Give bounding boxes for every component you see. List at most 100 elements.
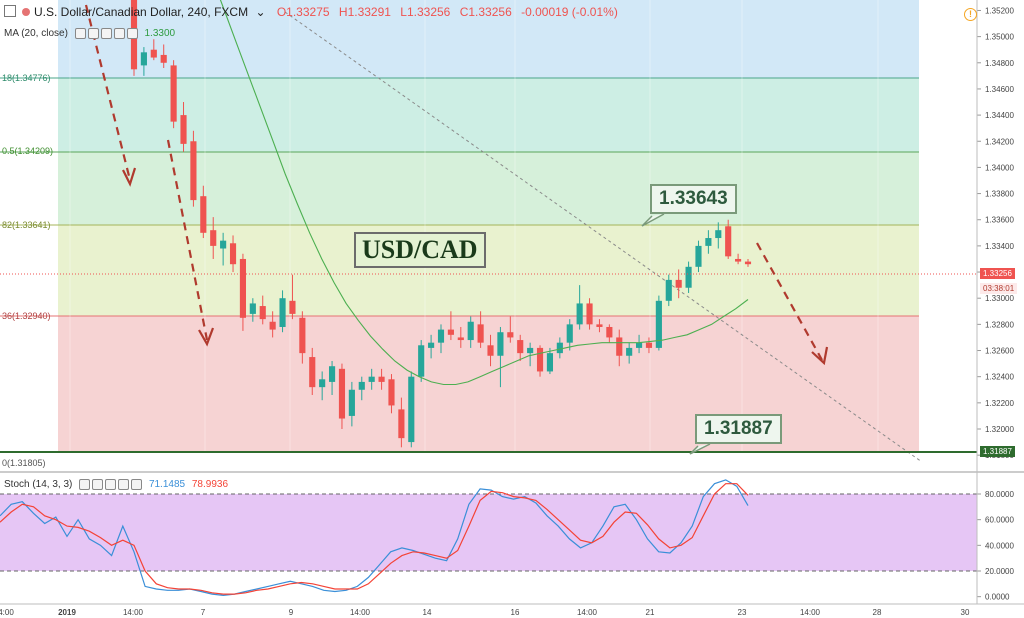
candle-body <box>626 347 633 356</box>
price-tick-label: 1.34200 <box>985 137 1014 146</box>
candle-body <box>279 298 286 327</box>
candle-body <box>665 279 672 301</box>
candle <box>606 324 613 343</box>
candle-body <box>368 376 375 382</box>
symbol-title[interactable]: U.S. Dollar/Canadian Dollar, 240, FXCM <box>34 5 249 19</box>
price-tick-label: 1.34800 <box>985 59 1014 68</box>
candle-body <box>140 52 147 66</box>
candle <box>428 334 435 359</box>
candle <box>328 360 336 395</box>
candle-body <box>328 366 336 382</box>
candle <box>408 371 415 448</box>
candle-body <box>715 230 722 239</box>
candle <box>279 290 286 333</box>
resistance-callout: 1.33643 <box>650 184 737 214</box>
time-tick-label: 4:00 <box>0 608 14 617</box>
candle <box>239 253 247 331</box>
candle <box>249 298 256 322</box>
candle <box>368 368 375 390</box>
add-icon[interactable] <box>100 28 112 39</box>
candle-body <box>635 342 643 348</box>
candlestick-series <box>130 0 752 448</box>
fib-label-4: 36(1.32940) <box>2 311 51 321</box>
candle <box>725 219 732 259</box>
collapse-icon[interactable] <box>4 5 16 17</box>
candle-body <box>467 321 474 341</box>
eye-icon[interactable] <box>74 28 86 39</box>
eye-icon[interactable] <box>79 479 91 490</box>
candle <box>715 222 722 249</box>
countdown-tag: 03:38:01 <box>980 283 1018 294</box>
fib-zone-2 <box>58 78 919 152</box>
price-axis: 1.35200 1.35000 1.34800 1.34600 1.34400 1.342… <box>977 6 1014 460</box>
more-icon[interactable] <box>131 479 143 490</box>
candle <box>744 258 752 267</box>
settings-icon[interactable] <box>92 479 104 490</box>
candle-body <box>556 342 563 354</box>
close-icon[interactable] <box>113 28 125 39</box>
candle <box>378 368 385 390</box>
price-tick-label: 1.33400 <box>985 242 1014 251</box>
candle-body <box>725 226 732 257</box>
candle-body <box>536 347 544 372</box>
time-tick-label: 14:00 <box>123 608 144 617</box>
stoch-tick-label: 80.0000 <box>985 490 1014 499</box>
candle <box>140 47 147 76</box>
close-icon[interactable] <box>118 479 130 490</box>
candle-body <box>269 321 276 330</box>
candle <box>705 230 712 254</box>
candle-body <box>685 266 692 288</box>
candle-body <box>645 342 653 348</box>
trendline <box>284 11 923 463</box>
candle-body <box>655 300 662 348</box>
ma-legend-value: 1.3300 <box>144 28 176 40</box>
stoch-tick-label: 40.0000 <box>985 541 1014 550</box>
candle-body <box>447 329 454 335</box>
candle <box>527 342 534 367</box>
time-tick-label: 30 <box>961 608 970 617</box>
stoch-tick-label: 60.0000 <box>985 516 1014 525</box>
chart-header: U.S. Dollar/Canadian Dollar, 240, FXCM ⌄… <box>4 5 618 19</box>
price-tick-label: 1.33000 <box>985 294 1014 303</box>
add-icon[interactable] <box>105 479 117 490</box>
more-icon[interactable] <box>126 28 138 39</box>
candle <box>507 316 514 343</box>
price-tick-label: 1.32600 <box>985 347 1014 356</box>
candle <box>556 337 563 359</box>
candle-body <box>546 353 554 372</box>
time-tick-label: 9 <box>289 608 294 617</box>
time-tick-label: 16 <box>511 608 520 617</box>
candle <box>566 319 573 351</box>
price-tick-label: 1.33800 <box>985 190 1014 199</box>
candle <box>665 274 672 307</box>
candle-body <box>190 141 197 201</box>
time-tick-label: 14:00 <box>800 608 821 617</box>
time-tick-label: 21 <box>646 608 655 617</box>
candle <box>616 329 623 367</box>
candle <box>477 311 484 348</box>
fib-zone-3 <box>58 152 919 225</box>
chevron-down-icon[interactable]: ⌄ <box>255 5 266 19</box>
price-tick-label: 1.33600 <box>985 216 1014 225</box>
price-tick-label: 1.35200 <box>985 6 1014 15</box>
candle <box>576 285 583 330</box>
settings-icon[interactable] <box>87 28 99 39</box>
candle <box>160 44 167 69</box>
candle-body <box>358 381 365 390</box>
candle-body <box>428 342 435 348</box>
candle <box>418 340 425 382</box>
stoch-d-line <box>0 483 749 595</box>
ma-line <box>219 0 749 386</box>
candle-body <box>170 65 177 122</box>
candle <box>536 345 544 377</box>
alert-icon[interactable]: ! <box>964 8 977 21</box>
ohlc-close: C1.33256 <box>459 5 512 19</box>
candle <box>497 326 504 388</box>
candle-body <box>180 115 187 144</box>
candle <box>210 217 217 259</box>
candle-body <box>160 54 167 63</box>
candle-body <box>576 303 583 325</box>
candle-body <box>735 258 742 262</box>
candle <box>487 334 494 367</box>
